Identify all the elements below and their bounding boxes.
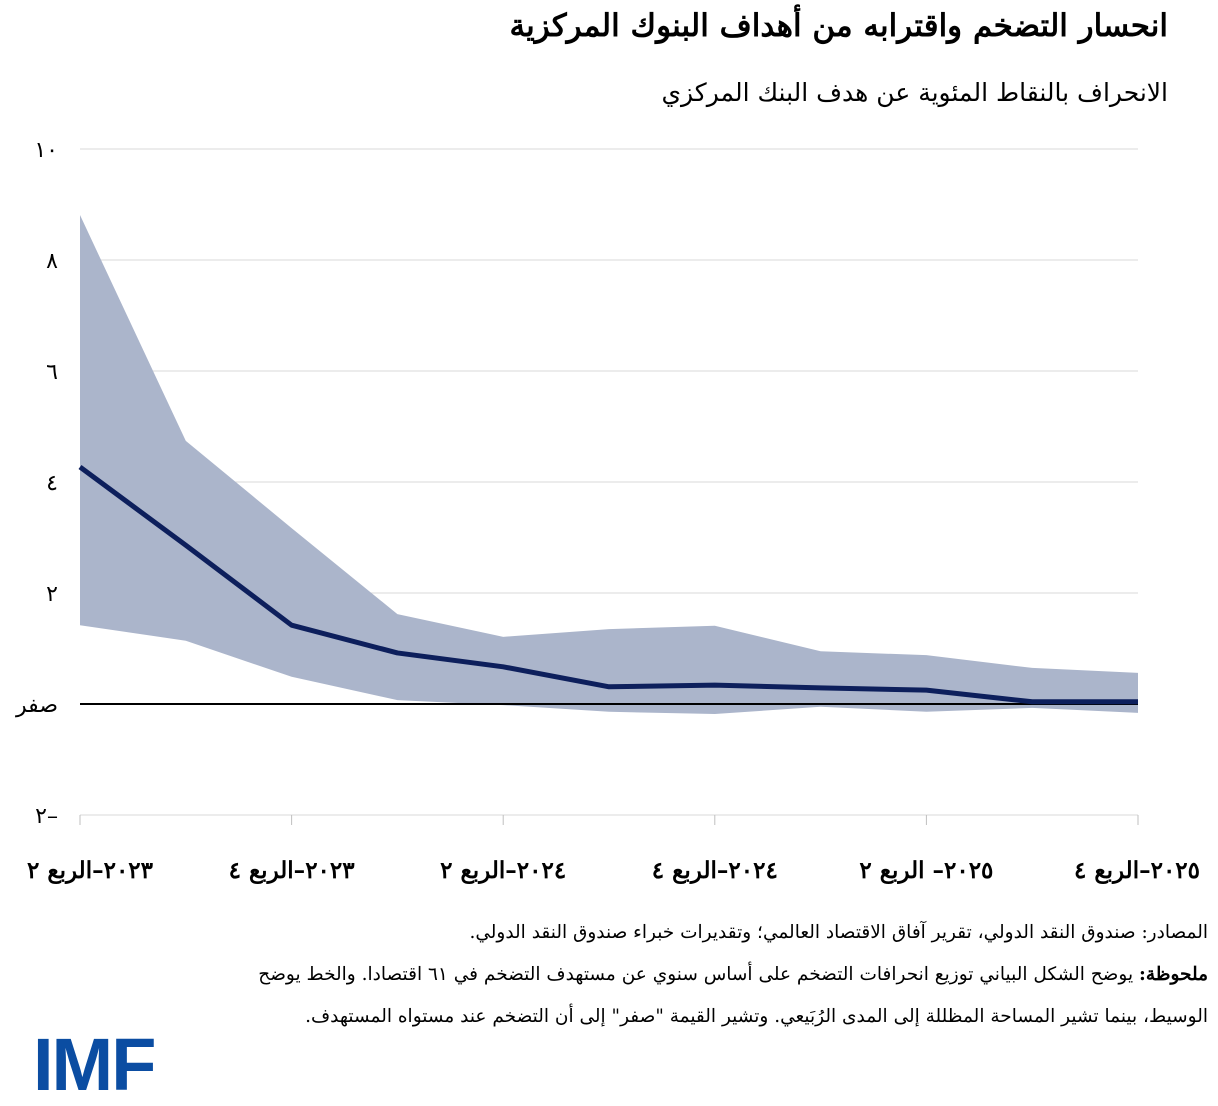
y-tick-label: صفر — [15, 693, 58, 718]
imf-logo: IMF — [33, 1028, 154, 1102]
x-tick-label: ٢٠٢٤–الربع ٤ — [652, 857, 778, 885]
y-tick-label: ١٠ — [34, 138, 58, 163]
x-tick-label: ٢٠٢٣–الربع ٤ — [229, 857, 356, 885]
y-tick-label: ٢ — [46, 582, 58, 607]
x-tick-label: ٢٠٢٣–الربع ٢ — [27, 857, 154, 885]
note-body: يوضح الشكل البياني توزيع انحرافات التضخم… — [258, 964, 1208, 1027]
y-tick-label: ٦ — [46, 360, 58, 385]
x-tick-label: ٢٠٢٥– الربع ٢ — [859, 857, 993, 885]
y-tick-label: ٢– — [35, 804, 58, 829]
chart: ١٠ ٨ ٦ ٤ ٢ صفر ٢– ٢٠٢٣–الربع ٢ ٢٠٢٣–الربع ٤ ٢٠٢٤–… — [0, 0, 1218, 900]
x-tick-label: ٢٠٢٥–الربع ٤ — [1074, 857, 1200, 885]
y-tick-label: ٨ — [46, 249, 58, 274]
note-label: ملحوظة: — [1139, 964, 1208, 985]
note-text: ملحوظة: يوضح الشكل البياني توزيع انحرافا… — [208, 954, 1208, 1038]
interquartile-band — [80, 215, 1138, 714]
notes: المصادر: صندوق النقد الدولي، تقرير آفاق … — [208, 912, 1208, 1038]
x-tick-label: ٢٠٢٤–الربع ٢ — [440, 857, 566, 885]
y-tick-label: ٤ — [46, 471, 58, 496]
sources-text: المصادر: صندوق النقد الدولي، تقرير آفاق … — [208, 912, 1208, 954]
